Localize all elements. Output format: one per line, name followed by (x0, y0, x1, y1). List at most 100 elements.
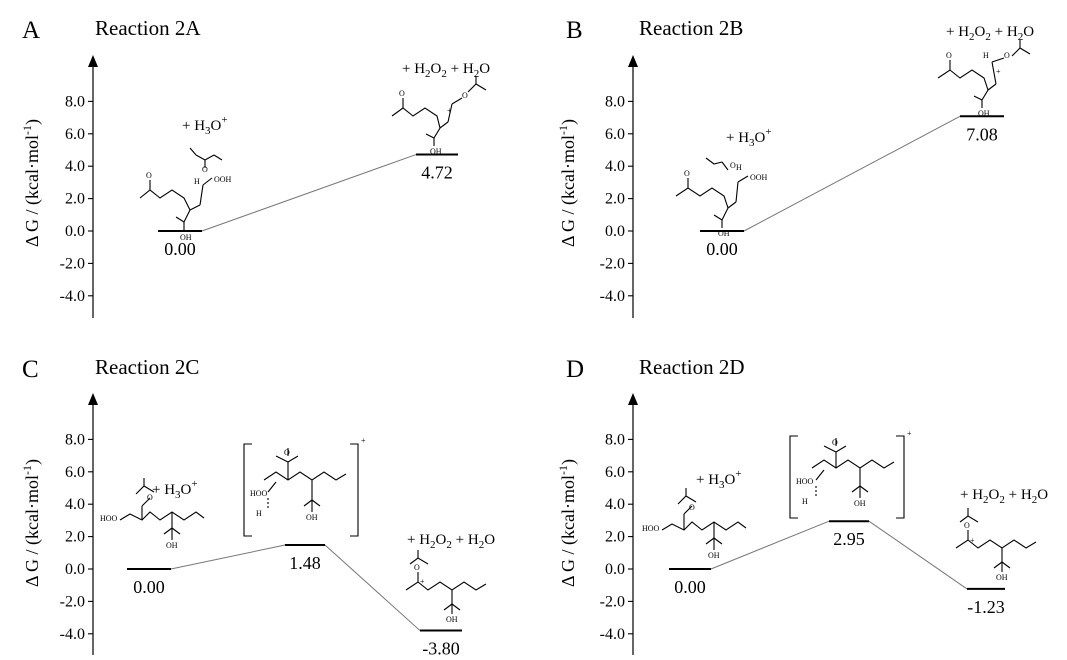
atom-label: HOO (796, 477, 814, 486)
connector-line (710, 520, 830, 570)
connector-line (743, 115, 961, 232)
product-structure (937, 40, 1031, 108)
y-tick-label: -2.0 (60, 255, 85, 272)
energy-levels: 0.00 2.95 -1.23 (669, 520, 1005, 617)
product-structure (405, 550, 487, 614)
atom-label: + (907, 429, 912, 438)
y-tick-label: -4.0 (600, 626, 625, 643)
connector-line (868, 520, 968, 590)
panel-a: A Reaction 2A Δ G / (kcal·mol-1) 8.0 6.0 4… (20, 16, 490, 318)
panel-b: B Reaction 2B Δ G / (kcal·mol-1) 8.0 6.0 4… (556, 16, 1034, 318)
y-tick-label: 2.0 (605, 191, 625, 208)
atom-label: O (1004, 51, 1010, 60)
atom-label: OH (430, 147, 442, 156)
y-tick-label: 4.0 (65, 496, 85, 513)
atom-label: H (736, 163, 742, 172)
atom-label: O (689, 503, 695, 512)
energy-value-label: 2.95 (833, 529, 865, 549)
y-tick-label: 2.0 (605, 529, 625, 546)
y-tick-label: 6.0 (65, 126, 85, 143)
energy-value-label: 0.00 (164, 239, 196, 259)
panel-letter: A (22, 17, 40, 44)
y-tick-label: 8.0 (65, 93, 85, 110)
connector-line (201, 154, 417, 232)
energy-value-label: 0.00 (706, 239, 738, 259)
y-tick-label: -4.0 (60, 288, 85, 305)
y-axis-label: Δ G / (kcal·mol-1) (556, 459, 579, 587)
reactant-structure (675, 157, 749, 228)
connector-line (170, 544, 286, 570)
atom-label: + (420, 577, 425, 586)
energy-value-label: 0.00 (674, 577, 706, 597)
reactant-annotation: + H3O+ (182, 114, 228, 137)
atom-label: OH (708, 551, 720, 560)
atom-label: O (146, 171, 152, 180)
y-tick-label: 4.0 (605, 158, 625, 175)
atom-label: OH (446, 615, 458, 624)
reactant-structure (661, 488, 747, 550)
y-tick-label: 6.0 (605, 464, 625, 481)
atom-label: O (946, 51, 952, 60)
energy-value-label: -3.80 (422, 639, 460, 655)
energy-value-label: 7.08 (966, 124, 998, 144)
atom-label: O (964, 521, 970, 530)
y-tick-label: 0.0 (605, 223, 625, 240)
energy-levels: 0.00 1.48 -3.80 (127, 544, 462, 659)
atom-label: OOH (750, 173, 768, 182)
atom-label: O (832, 438, 838, 447)
y-axis-label: Δ G / (kcal·mol-1) (20, 119, 43, 247)
reactant-structure (119, 478, 205, 540)
y-tick-label: -4.0 (600, 288, 625, 305)
atom-label: OH (996, 573, 1008, 582)
energy-value-label: -1.23 (967, 597, 1005, 617)
y-tick-label: 4.0 (605, 496, 625, 513)
atom-label: H (256, 509, 262, 518)
product-structure (955, 508, 1037, 572)
y-axis-label: Δ G / (kcal·mol-1) (556, 119, 579, 247)
y-tick-label: 0.0 (65, 561, 85, 578)
y-tick-label: 8.0 (605, 93, 625, 110)
atom-label: H (802, 497, 808, 506)
reactant-annotation: + H3O+ (696, 468, 742, 491)
transition-state-structure (789, 435, 905, 519)
reactant-annotation: + H3O+ (152, 478, 198, 501)
reactant-annotation: + H3O+ (726, 126, 772, 149)
y-tick-label: -2.0 (60, 593, 85, 610)
product-annotation: + H2O2 + H2O (402, 61, 490, 80)
atom-label: HOO (250, 489, 268, 498)
connector-line (324, 544, 421, 631)
y-axis: 8.0 6.0 4.0 2.0 0.0 -2.0 -4.0 (600, 55, 638, 318)
y-tick-label: -2.0 (600, 593, 625, 610)
y-tick-label: -2.0 (600, 255, 625, 272)
atom-label: H (194, 177, 200, 186)
product-annotation: + H2O2 + H2O (946, 24, 1034, 43)
y-tick-label: 8.0 (65, 431, 85, 448)
atom-label: HOO (100, 514, 118, 523)
reactant-structure (139, 147, 223, 232)
atom-label: O (684, 169, 690, 178)
atom-label: + (361, 436, 366, 445)
y-axis: 8.0 6.0 4.0 2.0 0.0 -2.0 -4.0 (60, 393, 98, 655)
y-tick-label: 0.0 (65, 223, 85, 240)
atom-label: O (147, 493, 153, 502)
y-tick-label: 2.0 (65, 529, 85, 546)
atom-label: OH (306, 513, 318, 522)
atom-label: OOH (214, 175, 232, 184)
atom-label: OH (180, 233, 192, 242)
atom-label: OH (166, 541, 178, 550)
y-tick-label: 0.0 (605, 561, 625, 578)
atom-label: O (284, 448, 290, 457)
atom-label: HOO (642, 524, 660, 533)
atom-label: + (447, 106, 452, 115)
atom-label: O (462, 91, 468, 100)
product-structure (391, 76, 487, 146)
y-tick-label: -4.0 (60, 626, 85, 643)
atom-label: + (996, 67, 1001, 76)
atom-label: + (970, 536, 975, 545)
atom-label: O (202, 165, 208, 174)
y-axis: 8.0 6.0 4.0 2.0 0.0 -2.0 -4.0 (600, 393, 638, 655)
y-tick-label: 8.0 (605, 431, 625, 448)
atom-label: OH (718, 229, 730, 238)
y-tick-label: 6.0 (65, 464, 85, 481)
